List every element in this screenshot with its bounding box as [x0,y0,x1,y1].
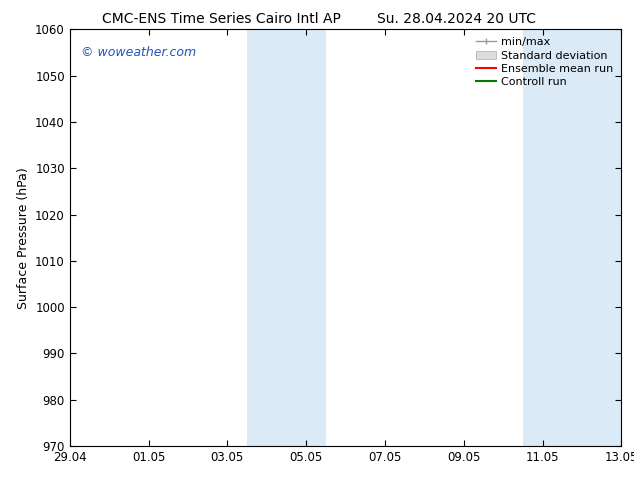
Bar [523,29,621,446]
Text: © woweather.com: © woweather.com [81,46,196,59]
Legend: min/max, Standard deviation, Ensemble mean run, Controll run: min/max, Standard deviation, Ensemble me… [471,33,618,92]
Y-axis label: Surface Pressure (hPa): Surface Pressure (hPa) [16,167,30,309]
Text: Su. 28.04.2024 20 UTC: Su. 28.04.2024 20 UTC [377,12,536,26]
Text: CMC-ENS Time Series Cairo Intl AP: CMC-ENS Time Series Cairo Intl AP [103,12,341,26]
Bar [247,29,326,446]
